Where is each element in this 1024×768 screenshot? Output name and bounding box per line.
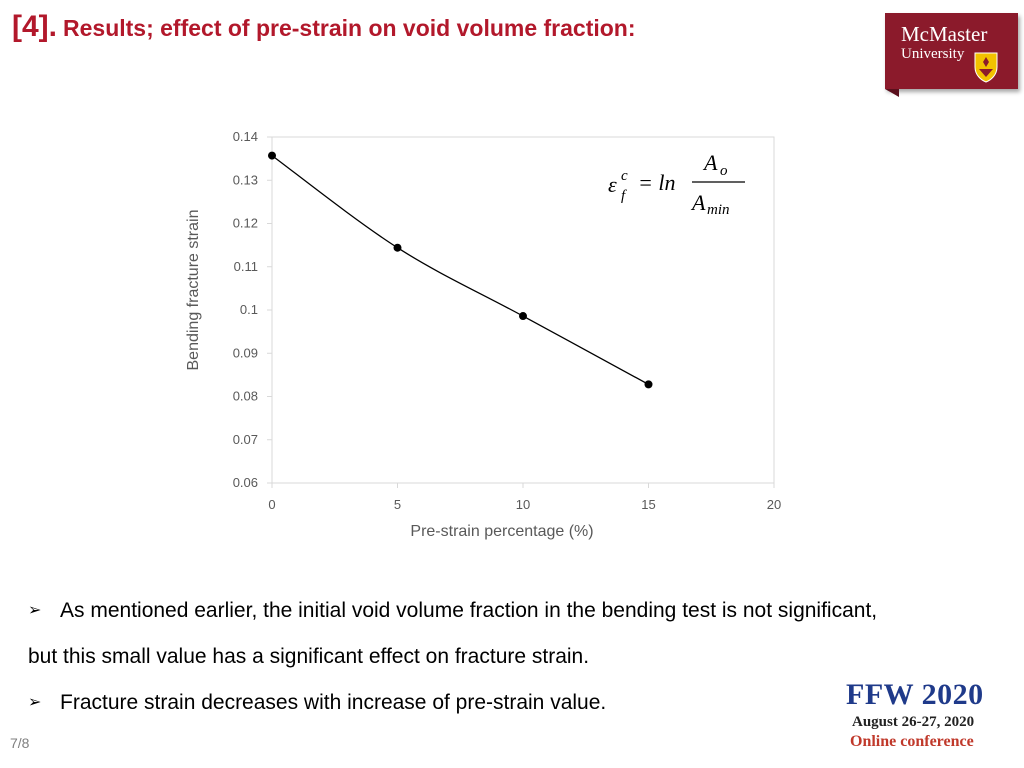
- x-tick-label: 0: [268, 497, 275, 512]
- x-tick-label: 15: [641, 497, 655, 512]
- section-title: Results; effect of pre-strain on void vo…: [63, 15, 636, 41]
- x-tick-label: 5: [394, 497, 401, 512]
- formula-numerator: A: [702, 150, 718, 175]
- formula-numerator-sub: o: [720, 163, 728, 179]
- data-point: [393, 243, 402, 252]
- bullet-list: ➢ As mentioned earlier, the initial void…: [28, 588, 1018, 726]
- bullet-text-continued: but this small value has a significant e…: [28, 645, 590, 668]
- y-axis-label: Bending fracture strain: [185, 210, 202, 371]
- formula-lhs: ε: [608, 172, 617, 197]
- logo-line-2: University: [901, 46, 965, 62]
- bullet-item: ➢ As mentioned earlier, the initial void…: [28, 588, 1018, 634]
- page-number: 7/8: [10, 735, 30, 751]
- crest-icon: [974, 52, 998, 83]
- conference-logo: FFW 2020 August 26-27, 2020 Online confe…: [846, 678, 1016, 751]
- y-tick-label: 0.1: [240, 302, 258, 317]
- logo-line-1: McMaster: [901, 22, 988, 46]
- y-tick-label: 0.09: [233, 345, 258, 360]
- x-tick-label: 10: [516, 497, 530, 512]
- y-axis-ticks: 0.06 0.07 0.08 0.09 0.1 0.11 0.12 0.13 0.14: [233, 129, 272, 490]
- x-axis-label: Pre-strain percentage (%): [410, 523, 593, 540]
- formula-denominator-sub: min: [707, 202, 730, 218]
- formula-op: = ln: [638, 170, 675, 195]
- formula-denominator: A: [690, 190, 706, 215]
- formula-lhs-sup: c: [621, 168, 628, 184]
- conference-mode: Online conference: [850, 733, 974, 750]
- y-tick-label: 0.13: [233, 172, 258, 187]
- arrow-bullet-icon: ➢: [28, 694, 42, 711]
- conference-dates: August 26-27, 2020: [852, 714, 975, 730]
- series-line: [271, 155, 649, 385]
- y-tick-label: 0.12: [233, 216, 258, 231]
- y-tick-label: 0.08: [233, 389, 258, 404]
- formula-lhs-sub: f: [621, 188, 627, 204]
- bullet-item: ➢ Fracture strain decreases with increas…: [28, 680, 1018, 726]
- section-number: [4].: [12, 10, 57, 43]
- y-tick-label: 0.14: [233, 129, 258, 144]
- x-axis-ticks: 0 5 10 15 20: [268, 483, 781, 512]
- formula: ε c f = ln A o A min: [608, 150, 745, 218]
- page-title: [4]. Results; effect of pre-strain on voi…: [12, 10, 636, 44]
- data-points: [268, 151, 653, 389]
- y-tick-label: 0.06: [233, 475, 258, 490]
- bullet-text: Fracture strain decreases with increase …: [60, 691, 607, 714]
- data-point: [268, 151, 276, 160]
- data-point: [519, 312, 527, 321]
- x-tick-label: 20: [767, 497, 781, 512]
- data-point: [644, 380, 653, 389]
- line-chart: 0.06 0.07 0.08 0.09 0.1 0.11 0.12 0.13 0.14 0 5 10…: [185, 129, 781, 540]
- logo-fold: [885, 89, 899, 97]
- y-tick-label: 0.11: [234, 259, 258, 274]
- arrow-bullet-icon: ➢: [28, 602, 42, 619]
- y-tick-label: 0.07: [233, 432, 258, 447]
- conference-name: FFW 2020: [846, 678, 984, 711]
- plot-area: [271, 136, 775, 484]
- bullet-text: As mentioned earlier, the initial void v…: [60, 599, 878, 622]
- university-logo: McMaster University: [885, 13, 1018, 89]
